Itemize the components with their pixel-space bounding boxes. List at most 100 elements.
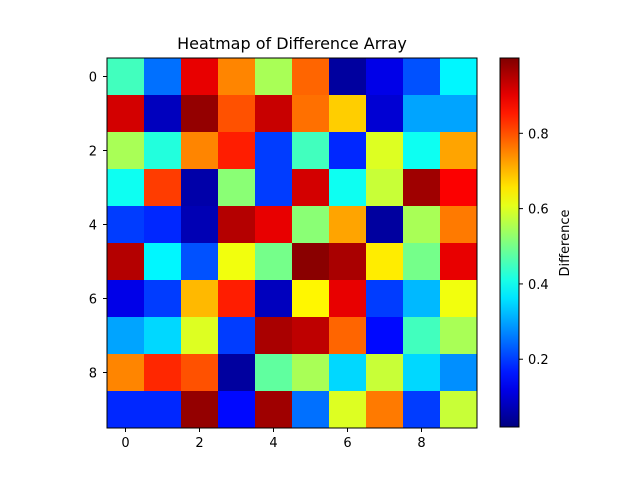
heatmap-cell	[403, 280, 441, 318]
x-tick-label: 8	[417, 436, 425, 451]
heatmap-cell	[107, 169, 145, 207]
heatmap-cell	[255, 58, 293, 96]
heatmap-cell	[107, 95, 145, 133]
heatmap-cell	[181, 243, 219, 281]
colorbar-label: Difference	[558, 209, 573, 276]
heatmap-cell	[366, 391, 404, 429]
heatmap-cell	[366, 354, 404, 392]
heatmap-cell	[403, 243, 441, 281]
heatmap-cell	[292, 354, 330, 392]
heatmap-cell	[292, 58, 330, 96]
heatmap-cell	[440, 95, 478, 133]
y-tick-label: 6	[89, 293, 97, 308]
heatmap-cell	[329, 58, 367, 96]
heatmap-cell	[366, 132, 404, 170]
heatmap-cell	[144, 317, 182, 355]
heatmap-cell	[440, 317, 478, 355]
heatmap-cell	[403, 58, 441, 96]
heatmap-cell	[144, 132, 182, 170]
chart-title: Heatmap of Difference Array	[177, 34, 407, 53]
heatmap-cell	[403, 206, 441, 244]
heatmap-cell	[255, 391, 293, 429]
heatmap-cell	[440, 58, 478, 96]
heatmap-cell	[329, 95, 367, 133]
heatmap-cell	[403, 354, 441, 392]
heatmap-cell	[107, 391, 145, 429]
heatmap-cell	[144, 58, 182, 96]
heatmap-cell	[218, 280, 256, 318]
heatmap-cell	[292, 280, 330, 318]
heatmap-cell	[366, 243, 404, 281]
heatmap-cell	[255, 243, 293, 281]
heatmap-cell	[292, 391, 330, 429]
plot-frame	[106, 57, 478, 429]
heatmap-cell	[440, 132, 478, 170]
heatmap-cell	[218, 354, 256, 392]
heatmap-cell	[107, 132, 145, 170]
heatmap-cell	[329, 243, 367, 281]
heatmap-cell	[144, 169, 182, 207]
heatmap-cell	[144, 95, 182, 133]
heatmap-cell	[440, 169, 478, 207]
heatmap-cells	[107, 58, 478, 429]
heatmap-cell	[181, 206, 219, 244]
heatmap-cell	[329, 391, 367, 429]
heatmap-cell	[292, 206, 330, 244]
y-tick-label: 0	[89, 71, 97, 86]
heatmap-cell	[440, 243, 478, 281]
heatmap-cell	[255, 317, 293, 355]
heatmap-cell	[181, 95, 219, 133]
colorbar-gradient	[499, 57, 520, 428]
heatmap-cell	[366, 95, 404, 133]
heatmap-cell	[440, 280, 478, 318]
heatmap-cell	[292, 243, 330, 281]
heatmap-cell	[292, 95, 330, 133]
heatmap-cell	[181, 132, 219, 170]
heatmap-cell	[107, 243, 145, 281]
heatmap-cell	[218, 95, 256, 133]
y-tick-label: 2	[89, 145, 97, 160]
heatmap-cell	[218, 132, 256, 170]
heatmap-cell	[403, 169, 441, 207]
x-tick-label: 6	[343, 436, 351, 451]
heatmap-cell	[181, 317, 219, 355]
x-tick-label: 2	[195, 436, 203, 451]
x-tick-label: 4	[269, 436, 277, 451]
heatmap-cell	[329, 169, 367, 207]
heatmap-cell	[403, 132, 441, 170]
y-tick-label: 4	[89, 219, 97, 234]
heatmap-cell	[440, 391, 478, 429]
heatmap-cell	[144, 391, 182, 429]
heatmap-cell	[292, 317, 330, 355]
heatmap-cell	[403, 317, 441, 355]
heatmap-cell	[403, 95, 441, 133]
heatmap-cell	[366, 206, 404, 244]
heatmap-cell	[255, 280, 293, 318]
colorbar-tick-label: 0.4	[528, 278, 549, 293]
heatmap-cell	[218, 206, 256, 244]
heatmap-cell	[107, 206, 145, 244]
x-axis: 0 2 4 6 8	[121, 428, 426, 451]
heatmap-cell	[292, 132, 330, 170]
heatmap-cell	[292, 169, 330, 207]
heatmap-cell	[181, 391, 219, 429]
heatmap-cell	[144, 280, 182, 318]
colorbar-ticks: 0.2 0.4 0.6 0.8	[519, 127, 549, 368]
heatmap-cell	[218, 169, 256, 207]
heatmap-cell	[107, 317, 145, 355]
heatmap-cell	[218, 317, 256, 355]
heatmap-cell	[366, 169, 404, 207]
heatmap-cell	[181, 169, 219, 207]
heatmap-cell	[107, 280, 145, 318]
heatmap-cell	[366, 58, 404, 96]
heatmap-cell	[144, 354, 182, 392]
heatmap-cell	[329, 206, 367, 244]
heatmap-cell	[255, 95, 293, 133]
heatmap-cell	[107, 354, 145, 392]
heatmap-cell	[144, 206, 182, 244]
heatmap-cell	[255, 206, 293, 244]
colorbar-tick-label: 0.2	[528, 353, 549, 368]
x-tick-label: 0	[121, 436, 129, 451]
heatmap-cell	[366, 317, 404, 355]
